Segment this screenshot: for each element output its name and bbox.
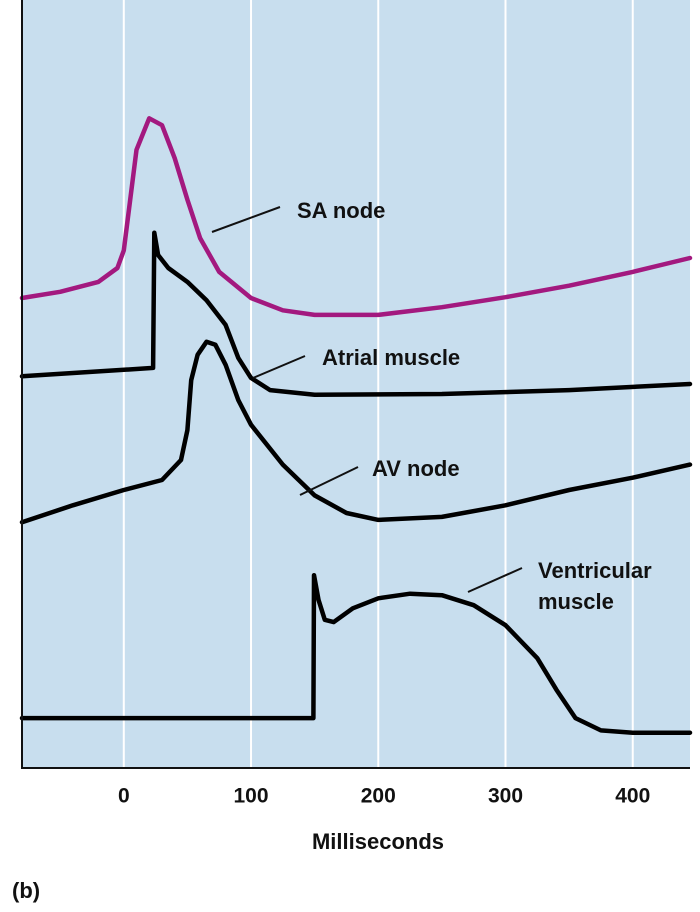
x-tick-label: 100 <box>234 785 269 808</box>
plot-background <box>22 0 690 768</box>
grid <box>122 0 634 768</box>
x-tick-label: 300 <box>488 785 523 808</box>
label-leader <box>211 206 281 233</box>
panel-label: (b) <box>12 878 40 903</box>
label-leader <box>252 355 306 379</box>
series-label: Atrial muscle <box>322 345 460 370</box>
x-tick-label: 400 <box>615 785 650 808</box>
x-axis-label: Milliseconds <box>312 829 444 854</box>
series-line <box>19 230 693 398</box>
series-line <box>19 572 693 735</box>
label-leader <box>299 466 359 496</box>
series-label: SA node <box>297 198 385 223</box>
series-line <box>19 339 693 525</box>
series-label: AV node <box>372 456 460 481</box>
series-label: Ventricular muscle <box>538 558 652 614</box>
x-tick-label: 0 <box>118 785 130 808</box>
lines <box>19 116 693 735</box>
series-line <box>19 116 693 318</box>
x-tick-label: 200 <box>361 785 396 808</box>
label-leader <box>467 567 523 593</box>
